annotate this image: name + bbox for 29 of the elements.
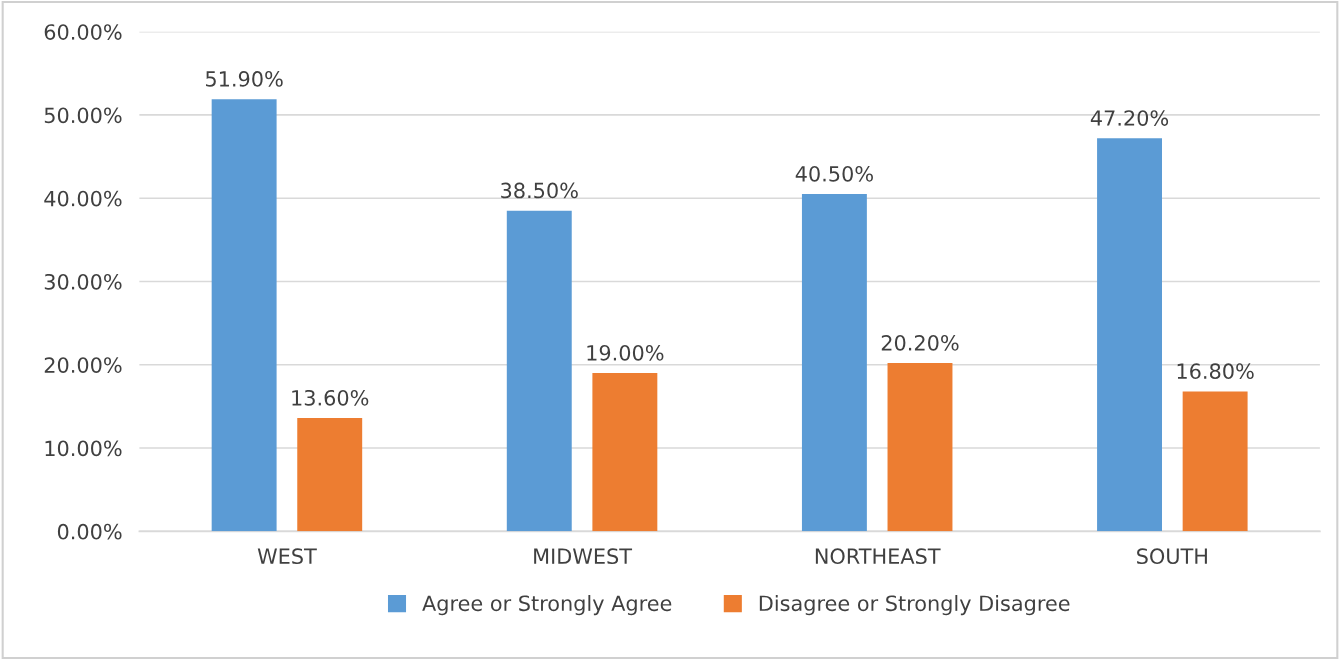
legend-label: Agree or Strongly Agree xyxy=(422,595,672,616)
data-label: 20.20% xyxy=(881,334,959,351)
bar xyxy=(801,194,867,532)
x-tick-label: NORTHEAST xyxy=(815,548,941,565)
y-tick-label: 40.00% xyxy=(44,190,122,207)
bar xyxy=(297,418,363,532)
bar xyxy=(1097,138,1162,532)
bar xyxy=(506,210,572,532)
y-tick-label: 50.00% xyxy=(44,107,122,124)
data-label: 40.50% xyxy=(795,165,873,182)
data-label: 51.90% xyxy=(206,71,283,87)
x-tick-label: SOUTH xyxy=(1137,548,1207,565)
data-label: 16.80% xyxy=(1177,363,1254,380)
data-label: 19.00% xyxy=(587,344,664,361)
y-tick-label: 10.00% xyxy=(45,440,122,457)
bar xyxy=(887,363,953,532)
y-tick-label: 30.00% xyxy=(44,273,122,290)
data-label: 38.50% xyxy=(501,182,578,199)
bar xyxy=(1182,391,1248,532)
data-label: 47.20% xyxy=(1090,110,1169,126)
bar xyxy=(592,373,658,532)
x-tick-label: WEST xyxy=(257,548,317,565)
legend-label: Disagree or Strongly Disagree xyxy=(759,595,1070,616)
x-tick-label: MIDWEST xyxy=(534,548,633,565)
y-tick-label: 0.00% xyxy=(57,523,122,540)
data-label: 13.60% xyxy=(292,389,369,406)
y-tick-label: 20.00% xyxy=(44,357,122,373)
y-tick-label: 60.00% xyxy=(44,24,122,40)
bar xyxy=(211,99,277,532)
